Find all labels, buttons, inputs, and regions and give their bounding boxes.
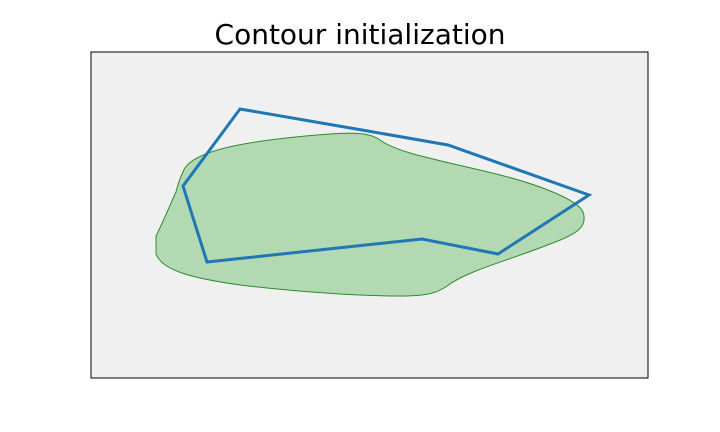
- initial-contour: [181, 107, 593, 264]
- figure-title: Contour initialization: [214, 18, 506, 51]
